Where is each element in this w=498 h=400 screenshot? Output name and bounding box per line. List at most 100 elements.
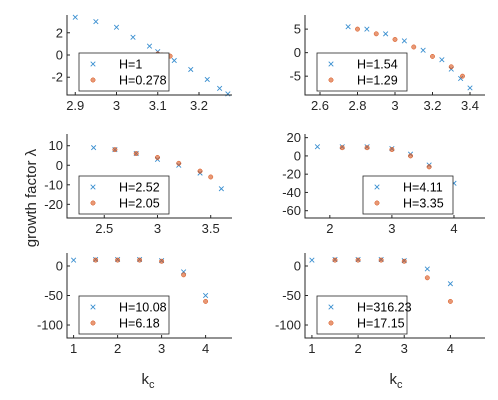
data-point bbox=[389, 147, 395, 152]
axis-lines bbox=[66, 134, 232, 219]
x-tick-label: 3.5 bbox=[202, 221, 220, 236]
x-tick-label: 3 bbox=[401, 341, 408, 356]
legend-box bbox=[316, 295, 408, 335]
x-tick-label: 2.5 bbox=[95, 221, 113, 236]
legend-entry: H=0.278 bbox=[119, 74, 167, 88]
data-point bbox=[345, 24, 351, 30]
legend-marker bbox=[374, 200, 380, 206]
panel-bottom-left: 1 2 3 4 -100 -50 0 H=10.08 H=6.18 bbox=[37, 253, 232, 356]
x-axis-label-left: kc bbox=[142, 371, 156, 391]
legend-marker bbox=[90, 61, 96, 67]
legend-entry: H=6.18 bbox=[119, 317, 160, 331]
legend-entry: H=4.11 bbox=[403, 181, 443, 195]
data-point bbox=[133, 151, 139, 156]
x-tick-label: 3 bbox=[113, 98, 120, 113]
data-point bbox=[420, 47, 426, 53]
panel-top-right: 2.6 2.8 3 3.2 3.4 -5 0 5 H=1.54 H=1.29 bbox=[289, 15, 485, 113]
data-point bbox=[171, 57, 177, 64]
data-point bbox=[383, 31, 389, 37]
data-point bbox=[204, 76, 210, 83]
data-point bbox=[373, 31, 379, 37]
panel-top-left: 2.9 3 3.1 3.2 -2 0 2 H=1 H=0.278 bbox=[51, 14, 232, 113]
data-point bbox=[411, 44, 417, 50]
legend-entry: H=2.52 bbox=[119, 181, 160, 195]
legend-entry: H=1.29 bbox=[357, 74, 398, 88]
data-point bbox=[448, 64, 454, 70]
axis-lines bbox=[66, 253, 232, 339]
legend-box bbox=[78, 52, 170, 92]
legend-marker bbox=[328, 61, 334, 67]
y-tick-label: 2 bbox=[56, 25, 63, 40]
legend-marker bbox=[328, 320, 334, 326]
axis-lines bbox=[304, 134, 485, 219]
legend-box bbox=[78, 295, 170, 335]
y-tick-label: -100 bbox=[37, 318, 63, 333]
series-x bbox=[70, 256, 209, 299]
x-tick-label: 2 bbox=[354, 341, 361, 356]
panel-bottom-right: 1 2 3 4 -100 -50 0 H=316.23 H=17.15 bbox=[275, 253, 485, 356]
series-o bbox=[332, 257, 453, 304]
legend: H=4.11 H=3.35 bbox=[362, 175, 454, 215]
x-tick-label: 3 bbox=[154, 221, 161, 236]
data-point bbox=[430, 53, 435, 59]
data-point bbox=[202, 292, 209, 299]
data-point bbox=[113, 24, 120, 30]
data-point bbox=[72, 14, 78, 20]
legend-box bbox=[362, 175, 454, 215]
data-point bbox=[130, 34, 136, 40]
x-tick-label: 3.2 bbox=[423, 98, 441, 113]
data-point bbox=[218, 186, 224, 192]
data-point bbox=[439, 57, 445, 63]
y-tick-label: -50 bbox=[44, 288, 63, 303]
x-tick-label: 4 bbox=[202, 341, 209, 356]
legend: H=10.08 H=6.18 bbox=[78, 295, 170, 335]
y-tick-label: 0 bbox=[294, 148, 301, 163]
data-point bbox=[146, 43, 153, 49]
x-label-main: k bbox=[390, 371, 398, 388]
data-point bbox=[447, 298, 453, 304]
legend-entry: H=17.15 bbox=[357, 317, 405, 331]
x-tick-label: 1 bbox=[308, 341, 315, 356]
legend-entry: H=316.23 bbox=[357, 301, 412, 315]
data-point bbox=[339, 145, 345, 151]
data-point bbox=[424, 275, 430, 281]
data-point bbox=[181, 272, 187, 278]
legend-entry: H=3.35 bbox=[403, 197, 444, 211]
legend-marker bbox=[328, 304, 334, 310]
x-tick-label: 3 bbox=[391, 98, 398, 113]
axis-lines bbox=[304, 253, 485, 339]
legend-entry: H=1 bbox=[119, 58, 142, 72]
data-point bbox=[424, 266, 430, 272]
data-point bbox=[314, 144, 321, 150]
x-tick-label: 2 bbox=[114, 341, 121, 356]
legend: H=1.54 H=1.29 bbox=[316, 52, 408, 92]
data-point bbox=[332, 257, 338, 263]
y-tick-label: 0 bbox=[56, 158, 63, 173]
y-tick-label: 0 bbox=[56, 258, 63, 273]
y-tick-label: 20 bbox=[287, 130, 301, 145]
legend-box bbox=[316, 52, 408, 92]
y-tick-label: 0 bbox=[294, 45, 301, 60]
y-tick-label: -10 bbox=[44, 177, 63, 192]
data-point bbox=[355, 257, 361, 263]
data-point bbox=[364, 145, 370, 151]
x-tick-label: 3 bbox=[158, 341, 165, 356]
y-tick-label: -50 bbox=[282, 288, 301, 303]
legend-marker bbox=[90, 200, 96, 206]
legend-marker bbox=[90, 77, 96, 83]
y-tick-label: -5 bbox=[289, 69, 301, 84]
data-point bbox=[197, 168, 203, 174]
legend-marker bbox=[90, 304, 96, 310]
x-label-sub: c bbox=[149, 379, 155, 391]
legend-marker bbox=[90, 184, 96, 190]
data-point bbox=[90, 145, 97, 151]
data-point bbox=[408, 153, 413, 159]
data-point bbox=[93, 257, 99, 263]
series-o bbox=[93, 257, 209, 304]
data-point bbox=[93, 19, 99, 25]
data-point bbox=[467, 85, 473, 91]
data-point bbox=[309, 257, 315, 263]
legend: H=2.52 H=2.05 bbox=[78, 175, 170, 215]
legend-marker bbox=[328, 77, 334, 83]
